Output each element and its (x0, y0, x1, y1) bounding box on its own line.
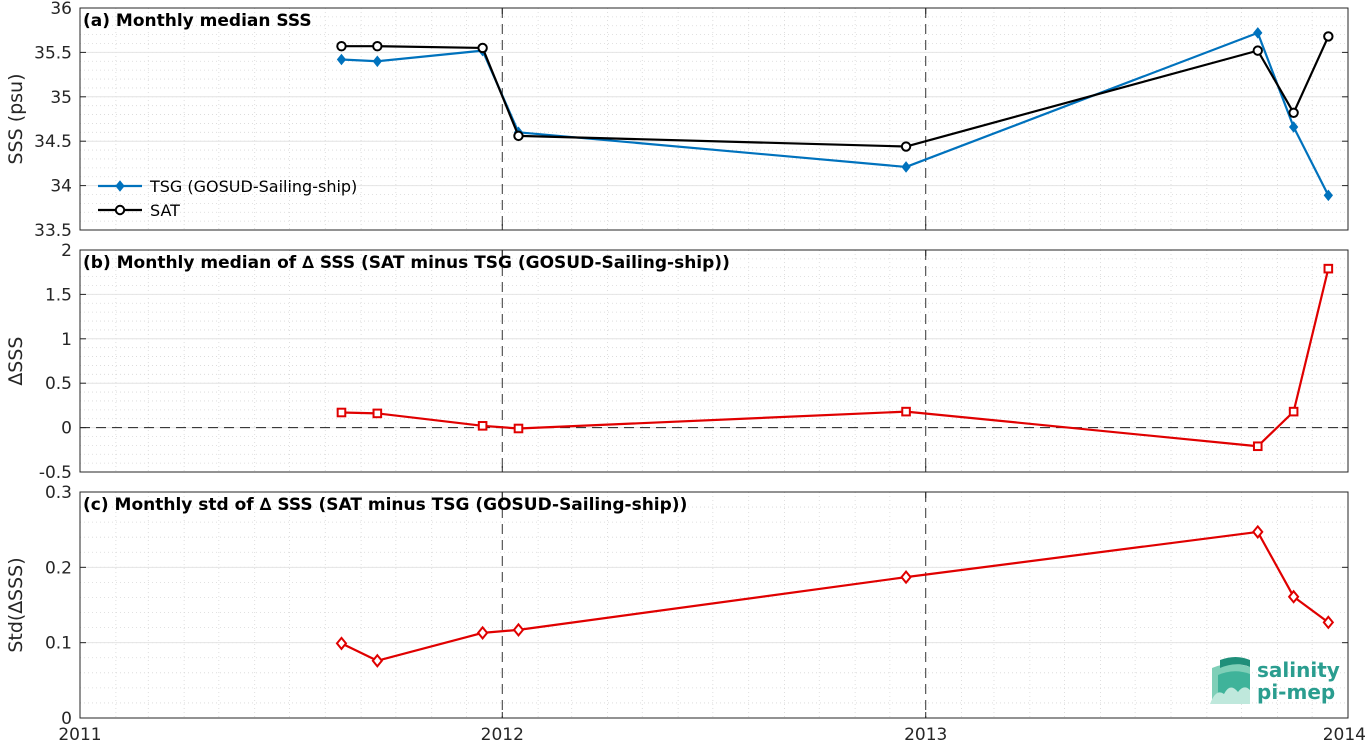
y-tick-label: -0.5 (39, 463, 72, 483)
x-tick-label: 2014 (1323, 725, 1366, 745)
x-tick-label: 2011 (58, 725, 101, 745)
y-tick-label: 0.3 (45, 483, 72, 503)
salinity-pi-mep-logo: salinity pi-mep (1210, 657, 1340, 704)
series-line (341, 31, 1330, 196)
data-point (1252, 45, 1263, 56)
series-line (341, 268, 1330, 448)
data-point (1288, 406, 1299, 417)
series-c-0 (335, 524, 1335, 668)
data-point (1253, 27, 1263, 39)
y-tick-label: 33.5 (34, 221, 72, 241)
axes-frame (79, 491, 1349, 719)
series-b-0 (336, 263, 1334, 452)
data-point (901, 406, 911, 417)
y-tick-label: 36 (50, 0, 72, 19)
y-tick-label: 35 (50, 88, 72, 108)
data-point (336, 407, 347, 418)
y-tick-label: 34 (50, 177, 72, 197)
series-a-1 (336, 31, 1334, 152)
y-axis-label: Std(∆SSS) (5, 557, 27, 652)
data-point (477, 42, 488, 54)
data-point (336, 40, 347, 52)
legend-label: SAT (150, 201, 180, 220)
x-axis-tick-labels: 2011 2012 2013 2014 (58, 725, 1366, 745)
y-tick-label: 1 (61, 330, 72, 350)
logo-mark-icon (1210, 657, 1250, 704)
panel-c: 0 0.1 0.2 0.3 Std(∆SSS) (c) Monthly std of ∆ … (5, 483, 1349, 729)
y-tick-label: 0.1 (45, 634, 72, 654)
y-tick-label: 35.5 (34, 43, 72, 63)
series-line (341, 35, 1330, 148)
series-line (340, 530, 1329, 662)
data-point (476, 625, 489, 640)
axes-frame (79, 249, 1349, 473)
panel-a: 33.5 34 34.5 35 35.5 36 SSS (psu) (a) Monthly m… (5, 0, 1349, 241)
y-tick-label: 0 (61, 419, 72, 439)
data-point (1323, 31, 1334, 42)
panels: 33.5 34 34.5 35 35.5 36 SSS (psu) (a) Monthly m… (5, 0, 1349, 729)
data-point (900, 570, 912, 585)
data-point (901, 161, 911, 173)
data-point (477, 421, 488, 431)
y-tick-label: 0.2 (45, 558, 72, 578)
logo-text-line2: pi-mep (1257, 680, 1335, 704)
y-tick-label: 0 (61, 709, 72, 729)
y-tick-label: 1.5 (45, 285, 72, 305)
axes-frame (79, 7, 1349, 231)
y-axis-label: SSS (psu) (5, 73, 27, 164)
y-axis-label: ∆SSS (5, 337, 27, 387)
panel-title: (b) Monthly median of ∆ SSS (SAT minus T… (83, 253, 730, 273)
data-point (900, 141, 912, 152)
data-point (1322, 615, 1335, 630)
data-point (372, 408, 383, 419)
legend-label: TSG (GOSUD-Sailing-ship) (149, 177, 357, 196)
x-tick-label: 2013 (904, 725, 947, 745)
x-tick-label: 2012 (481, 725, 524, 745)
data-point (1323, 263, 1334, 274)
series-a-0 (336, 27, 1333, 202)
panel-b: -0.5 0 0.5 1 1.5 2 ∆SSS (b) Monthly median of ∆… (5, 241, 1349, 483)
data-point (1251, 524, 1264, 540)
data-point (115, 180, 125, 192)
data-point (513, 130, 524, 142)
data-point (335, 636, 348, 651)
data-point (1288, 107, 1299, 118)
panel-title: (a) Monthly median SSS (83, 11, 312, 31)
logo-text-line1: salinity (1257, 658, 1340, 682)
data-point (1323, 189, 1333, 202)
data-point (512, 622, 525, 637)
y-tick-label: 2 (61, 241, 72, 261)
data-point (371, 653, 384, 668)
data-point (513, 423, 524, 434)
data-point (1288, 121, 1299, 133)
data-point (372, 55, 382, 68)
panel-title: (c) Monthly std of ∆ SSS (SAT minus TSG … (83, 495, 687, 515)
data-point (114, 204, 126, 216)
legend: TSG (GOSUD-Sailing-ship) SAT (98, 177, 357, 220)
data-point (372, 40, 383, 52)
data-point (1252, 441, 1263, 452)
y-tick-label: 0.5 (45, 374, 72, 394)
y-tick-label: 34.5 (34, 132, 72, 152)
data-point (336, 53, 347, 66)
data-point (1287, 589, 1300, 604)
